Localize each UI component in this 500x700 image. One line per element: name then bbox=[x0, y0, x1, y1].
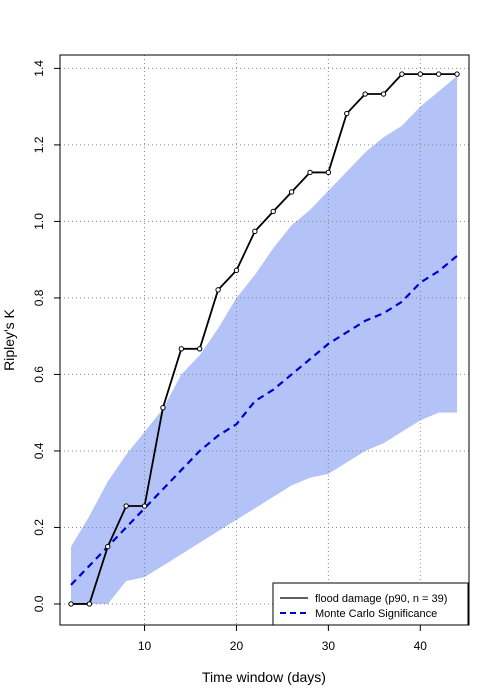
observed-point bbox=[178, 346, 185, 352]
y-tick-label: 0.2 bbox=[32, 519, 46, 536]
observed-point bbox=[252, 228, 258, 235]
x-tick-label: 10 bbox=[138, 639, 152, 653]
confidence-envelope bbox=[71, 76, 458, 604]
observed-line bbox=[71, 73, 458, 605]
observed-point bbox=[380, 91, 387, 97]
observed-point bbox=[160, 405, 166, 411]
observed-point bbox=[435, 71, 442, 77]
y-tick-label: 0.4 bbox=[32, 442, 46, 459]
x-tick-label: 20 bbox=[230, 639, 244, 653]
observed-point bbox=[325, 169, 332, 176]
axis-layer: 10 20 30 40 0.0 0.2 0.4 0.6 0.8 1.0 1.2 1.4 bbox=[32, 60, 427, 653]
legend: flood damage (p90, n = 39) Monte Carlo S… bbox=[272, 582, 469, 626]
y-axis-title: Ripley's K bbox=[1, 308, 17, 370]
x-tick-label: 30 bbox=[322, 639, 336, 653]
grid-layer bbox=[60, 55, 469, 625]
x-axis-title: Time window (days) bbox=[202, 669, 326, 685]
observed-point bbox=[105, 543, 111, 550]
observed-point bbox=[197, 346, 203, 352]
y-tick-label: 1.2 bbox=[32, 136, 46, 153]
legend-box bbox=[272, 582, 469, 626]
y-tick-label: 1.0 bbox=[32, 213, 46, 230]
observed-point bbox=[68, 601, 74, 607]
observed-point bbox=[86, 601, 93, 607]
observed-point bbox=[399, 71, 405, 77]
observed-point bbox=[344, 110, 350, 117]
observed-point bbox=[123, 503, 129, 509]
y-tick-label: 0.0 bbox=[32, 595, 46, 612]
legend-label-observed: flood damage (p90, n = 39) bbox=[315, 593, 447, 605]
x-tick-label: 40 bbox=[414, 639, 428, 653]
y-tick-label: 0.6 bbox=[32, 366, 46, 383]
observed-point bbox=[141, 503, 148, 509]
y-tick-label: 1.4 bbox=[32, 60, 46, 77]
observed-point bbox=[362, 91, 368, 97]
observed-point bbox=[288, 189, 295, 195]
observed-point bbox=[215, 287, 221, 293]
series-layer bbox=[68, 71, 460, 607]
confidence-envelope-layer bbox=[71, 76, 458, 604]
observed-point bbox=[270, 208, 276, 215]
observed-point bbox=[233, 267, 240, 274]
legend-label-monte-carlo: Monte Carlo Significance bbox=[315, 608, 437, 620]
observed-point bbox=[454, 71, 460, 77]
observed-point bbox=[417, 71, 423, 77]
observed-point bbox=[307, 169, 313, 176]
plot-box bbox=[59, 54, 470, 626]
y-tick-label: 0.8 bbox=[32, 289, 46, 306]
